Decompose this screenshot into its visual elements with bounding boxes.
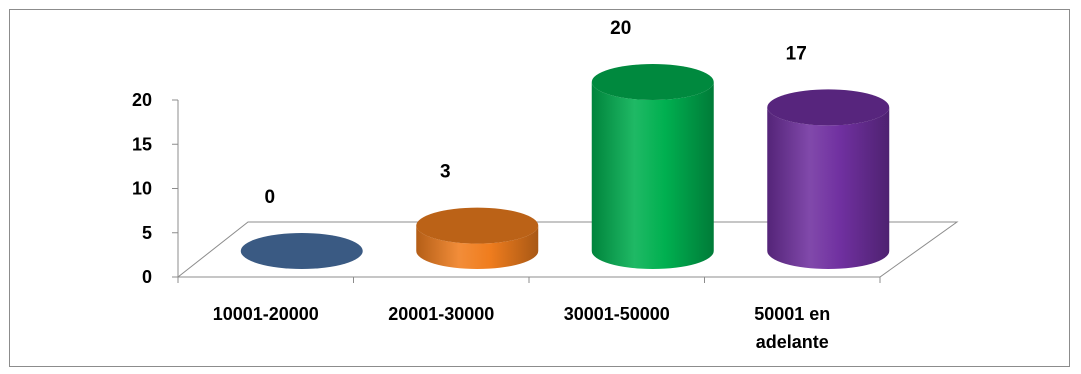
bar-3 (591, 64, 714, 269)
y-tick-label: 10 (132, 179, 152, 199)
data-label: 17 (786, 43, 807, 64)
bar-body (767, 107, 890, 269)
y-axis: 0 5 10 15 20 (132, 90, 178, 287)
bar-body (416, 225, 539, 269)
y-tick-label: 5 (142, 223, 152, 243)
y-tick-label: 20 (132, 90, 152, 110)
bar-top (416, 207, 539, 244)
data-label: 20 (610, 18, 631, 39)
bar-4 (767, 89, 890, 269)
x-tick-label: 50001 en (754, 304, 830, 324)
bar-top (591, 64, 714, 100)
x-tick-label: 30001-50000 (564, 304, 670, 324)
data-labels: 0 3 20 17 (264, 18, 806, 208)
bar-top (240, 233, 363, 269)
x-tick-label: adelante (756, 332, 829, 352)
bar-series (240, 64, 890, 269)
bar-1 (240, 233, 363, 269)
data-label: 3 (440, 162, 451, 183)
x-tick-label: 10001-20000 (213, 304, 319, 324)
x-tick-label: 20001-30000 (388, 304, 494, 324)
bar-body (591, 82, 714, 269)
x-axis: 10001-20000 20001-30000 30001-50000 50001 e… (177, 277, 881, 352)
y-tick-label: 15 (132, 134, 152, 154)
y-tick-label: 0 (142, 267, 152, 287)
bar-2 (416, 207, 539, 269)
data-label: 0 (264, 187, 275, 208)
bar-top (767, 89, 890, 126)
chart-frame (9, 9, 1070, 367)
